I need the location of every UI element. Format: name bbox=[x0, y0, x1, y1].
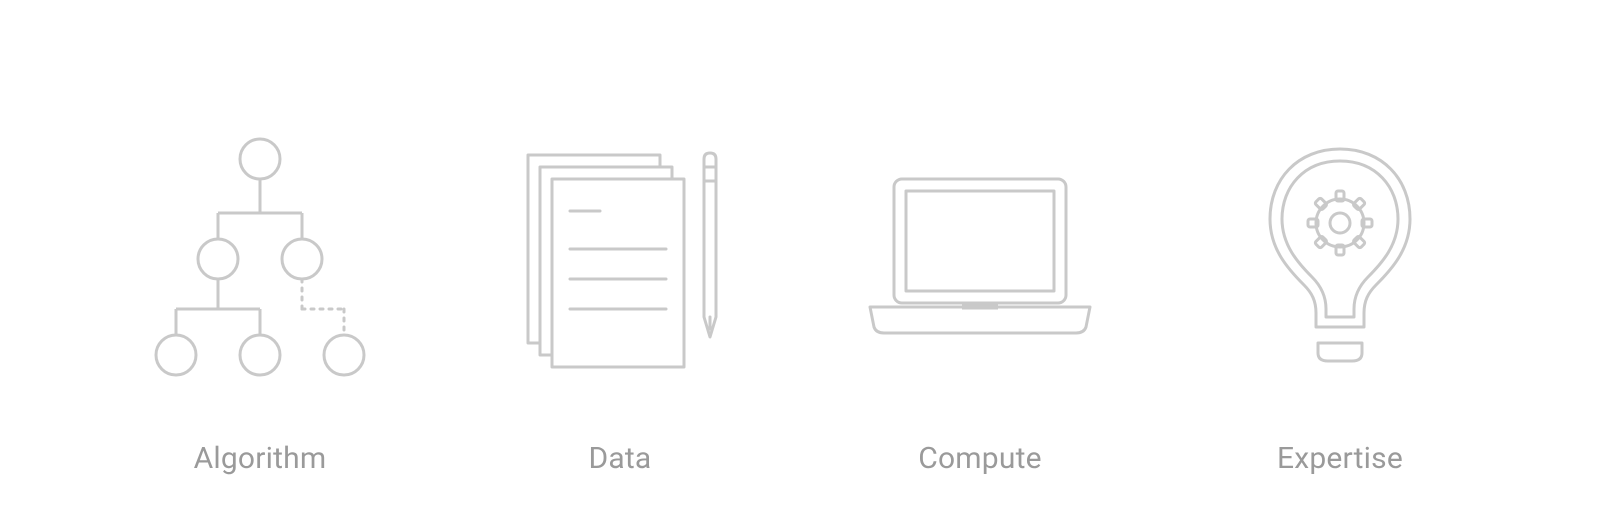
item-expertise: Expertise bbox=[1190, 56, 1490, 476]
paper-pencil-icon bbox=[490, 121, 750, 401]
tree-icon bbox=[130, 121, 390, 401]
infographic-row: Algorithm bbox=[0, 0, 1600, 532]
item-label: Compute bbox=[918, 441, 1041, 476]
item-label: Algorithm bbox=[194, 441, 327, 476]
item-label: Data bbox=[589, 441, 652, 476]
item-label: Expertise bbox=[1277, 441, 1403, 476]
item-data: Data bbox=[470, 56, 770, 476]
lightbulb-gear-icon bbox=[1210, 121, 1470, 401]
laptop-icon bbox=[850, 121, 1110, 401]
item-compute: Compute bbox=[830, 56, 1130, 476]
item-algorithm: Algorithm bbox=[110, 56, 410, 476]
